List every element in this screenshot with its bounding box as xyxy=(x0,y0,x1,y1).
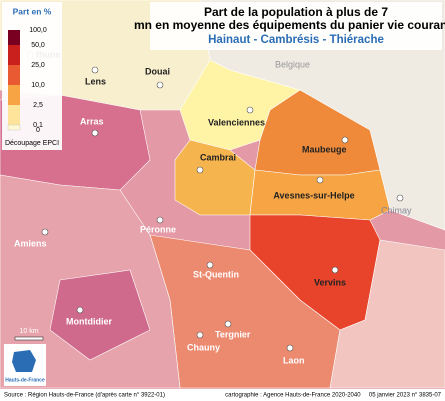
legend-label: 0,1 xyxy=(33,122,43,129)
title-bg xyxy=(150,2,442,50)
footer-source: Source : Région Hauts-de-France (d'après… xyxy=(4,393,165,399)
city-dot xyxy=(91,66,99,74)
city-label: Maubeuge xyxy=(302,144,347,154)
scale-bar: 10 km xyxy=(14,328,44,341)
title-box: Part de la population à plus de 7 mn en m… xyxy=(134,2,445,50)
legend-label: 100,0 xyxy=(29,27,47,34)
footer-credit: cartographie : Agence Hauts-de-France 20… xyxy=(225,393,442,399)
legend-label: 10,0 xyxy=(31,82,45,89)
region xyxy=(174,139,256,216)
legend-swatch xyxy=(8,65,20,85)
logo: Hauts-de-France xyxy=(4,344,46,386)
city-label: Vervins xyxy=(314,277,346,287)
legend-label: 0 xyxy=(36,127,40,134)
city-dot xyxy=(91,129,99,137)
city-label: Tergnier xyxy=(215,329,251,339)
city-label: Chauny xyxy=(187,342,220,352)
city-dot xyxy=(41,228,49,236)
city-label: Chimay xyxy=(381,205,412,215)
legend-swatch xyxy=(8,105,20,125)
legend-swatch xyxy=(8,45,20,65)
footer-bg xyxy=(0,389,445,401)
subtitle: Hainaut - Cambrésis - Thiérache xyxy=(208,34,384,46)
city-dot xyxy=(76,306,84,314)
region xyxy=(329,239,445,389)
city-label: Arras xyxy=(80,116,104,126)
logo-text: Hauts-de-France xyxy=(5,377,45,383)
city-dot xyxy=(316,176,324,184)
city-dot xyxy=(196,166,204,174)
scale-rect xyxy=(14,336,44,341)
city-dot xyxy=(206,261,214,269)
city-label: Avesnes-sur-Helpe xyxy=(273,190,354,200)
legend-swatch xyxy=(8,85,20,105)
city-dot xyxy=(341,136,349,144)
title: Part de la population à plus de 7 mn en m… xyxy=(134,5,445,32)
title-text: Part de la population à plus de 7 xyxy=(204,5,388,19)
city-label: Montdidier xyxy=(66,316,112,326)
logo-shape xyxy=(12,350,36,372)
city-label: Lens xyxy=(85,76,106,86)
city-label: St-Quentin xyxy=(193,269,239,279)
city-label: Douai xyxy=(145,66,170,76)
city-dot xyxy=(396,194,404,202)
legend: Part en % 100,0 50,0 25,0 10,0 2,5 0,10 Décou… xyxy=(2,2,62,150)
city-label: Amiens xyxy=(14,238,47,248)
legend-labels: 100,0 50,0 25,0 10,0 2,5 0,10 xyxy=(29,27,47,134)
city-dot xyxy=(286,344,294,352)
title-line: mn en moyenne des équipements du panier … xyxy=(134,18,445,32)
city-label: Cambrai xyxy=(200,152,236,162)
regions xyxy=(0,0,445,389)
city-dot xyxy=(196,331,204,339)
city-dot xyxy=(246,106,254,114)
legend-label: 25,0 xyxy=(31,62,45,69)
legend-label: 50,0 xyxy=(31,42,45,49)
city-label: Valenciennes xyxy=(208,117,265,127)
region xyxy=(49,269,151,361)
city-label: Péronne xyxy=(140,224,176,234)
city-dot xyxy=(156,81,164,89)
legend-swatch xyxy=(7,124,21,131)
legend-title: Part en % xyxy=(13,6,52,16)
country-label: Belgique xyxy=(275,59,310,69)
legend-swatch xyxy=(8,30,20,45)
legend-label: 2,5 xyxy=(33,102,43,109)
city-dot xyxy=(224,320,232,328)
city-dot xyxy=(331,266,339,274)
legend-note: Découpage EPCI xyxy=(5,140,59,147)
scale-label: 10 km xyxy=(19,328,38,335)
city-label: Laon xyxy=(283,355,305,365)
city-dot xyxy=(156,216,164,224)
